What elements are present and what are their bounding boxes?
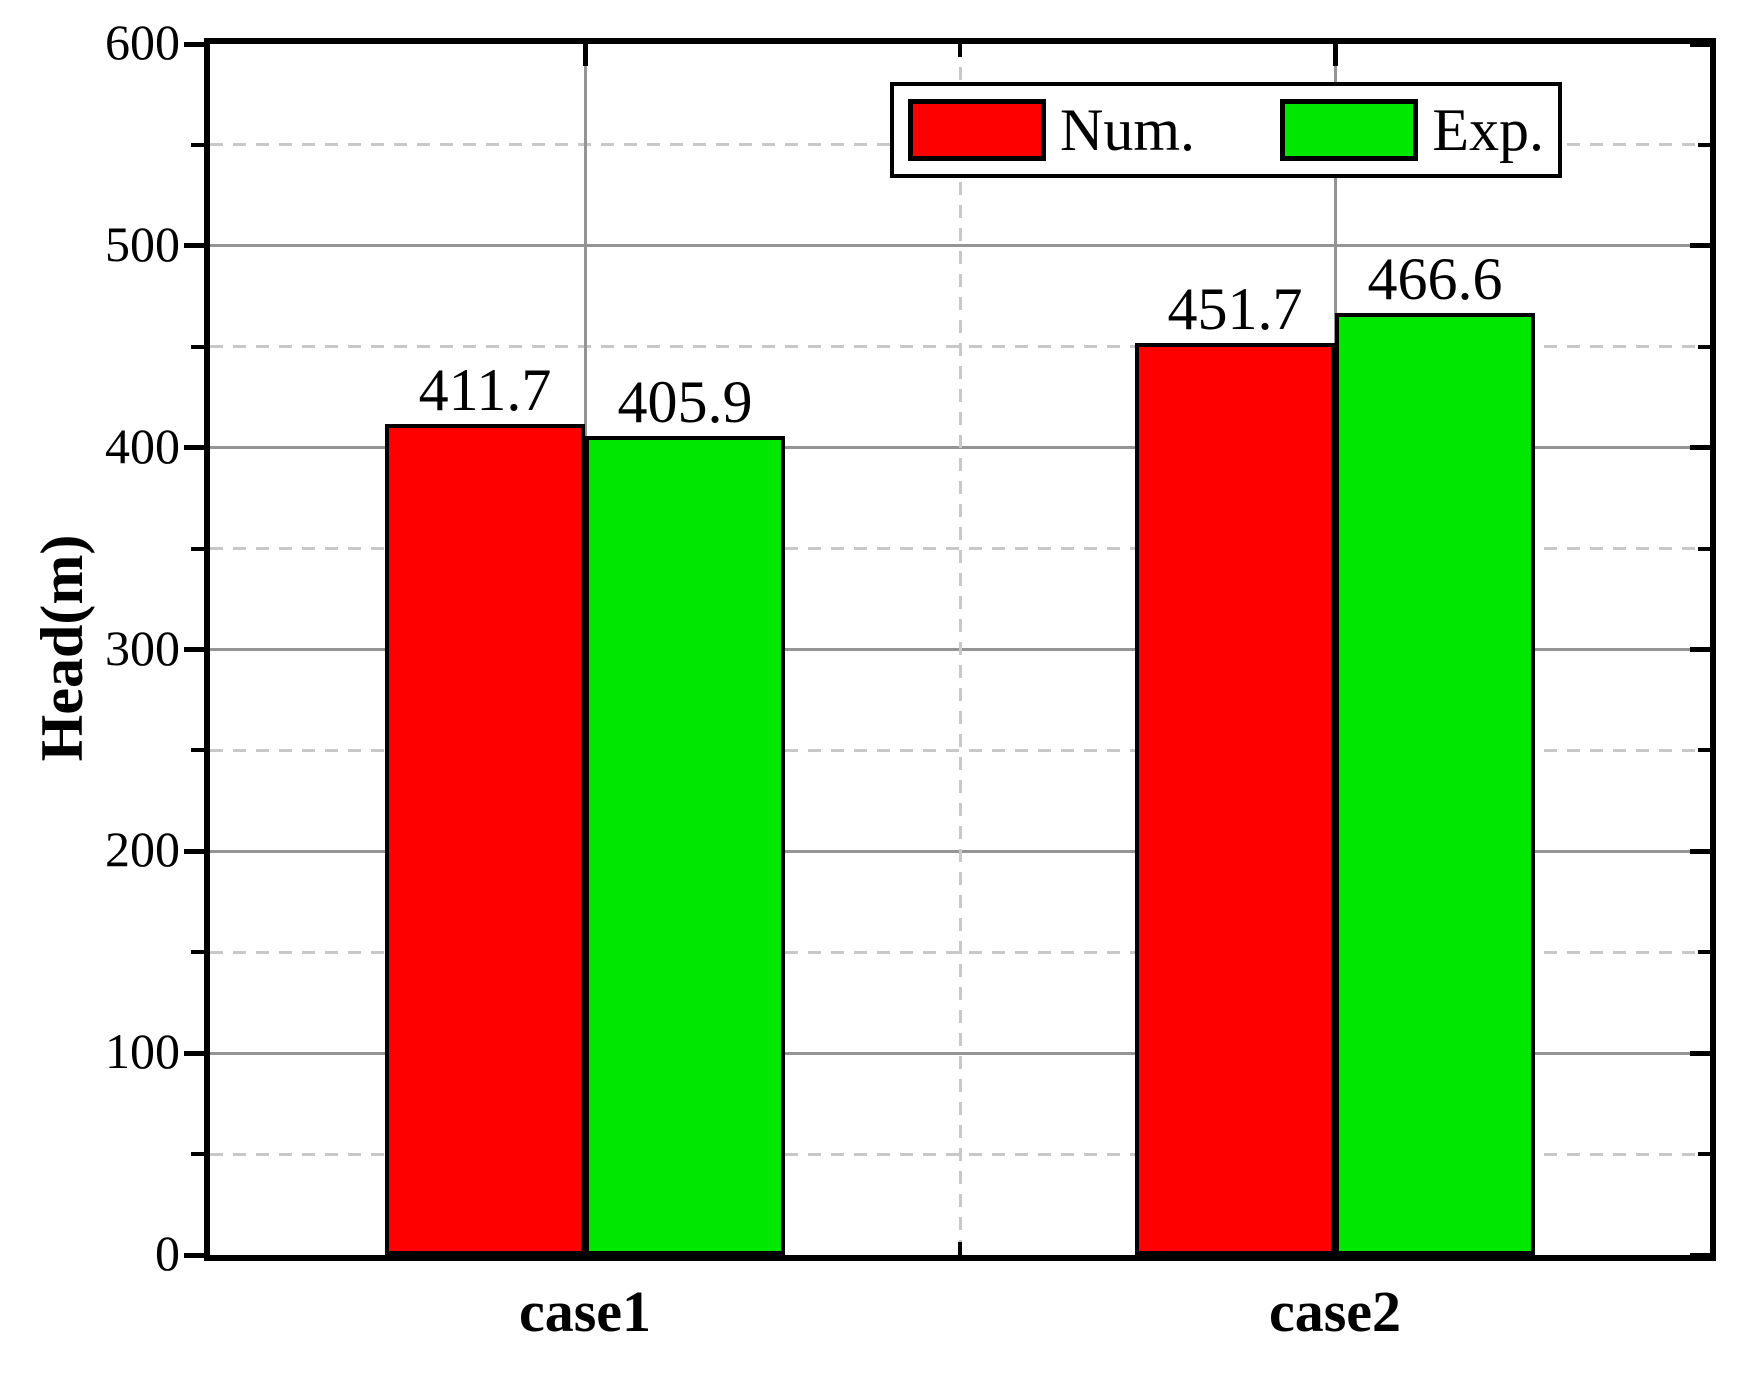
legend-label-exp: Exp. [1432, 97, 1544, 163]
y-minor-tick-left [191, 748, 204, 753]
y-major-tick-right [1690, 1252, 1710, 1258]
plot-area: 411.7 405.9 451.7 466.6 Num. Exp. [184, 38, 1716, 1261]
legend: Num. Exp. [890, 82, 1562, 178]
legend-label-num: Num. [1060, 97, 1195, 163]
x-major-tick-top [582, 44, 588, 66]
y-major-tick-right [1690, 1050, 1710, 1056]
y-minor-tick-right [1698, 950, 1710, 955]
y-major-tick-left [184, 1050, 204, 1056]
y-minor-tick-left [191, 1152, 204, 1157]
y-major-tick-left [184, 848, 204, 854]
legend-item-num: Num. [908, 99, 1195, 161]
y-tick-label: 600 [105, 14, 180, 70]
y-major-tick-right [1690, 848, 1710, 854]
y-major-tick-left [184, 647, 204, 652]
bar-value-label: 405.9 [617, 368, 753, 435]
y-major-tick-right [1690, 445, 1710, 451]
y-minor-tick-left [191, 344, 204, 349]
x-tick-label-case2: case2 [1268, 1279, 1402, 1344]
y-minor-tick-left [191, 546, 204, 551]
x-tick-label-case1: case1 [518, 1279, 652, 1344]
bar-value-label: 451.7 [1167, 276, 1303, 343]
y-minor-tick-right [1698, 142, 1710, 147]
y-minor-tick-right [1698, 344, 1710, 349]
bar-num-case1 [385, 424, 585, 1255]
y-major-tick-left [184, 1252, 204, 1258]
num-series-swatch [908, 99, 1046, 161]
y-tick-label: 200 [105, 821, 180, 878]
exp-series-swatch [1280, 99, 1419, 161]
bar-exp-case1 [585, 435, 785, 1255]
y-major-tick-right [1690, 243, 1710, 249]
x-major-tick-bottom [1332, 1233, 1338, 1255]
y-major-tick-left [184, 445, 204, 451]
y-major-tick-left [184, 41, 204, 47]
bar-num-case2 [1135, 343, 1335, 1255]
y-tick-label: 0 [155, 1225, 180, 1281]
y-minor-tick-right [1698, 748, 1710, 753]
y-major-tick-left [184, 243, 204, 249]
y-minor-tick-left [191, 142, 204, 147]
y-tick-label: 100 [105, 1023, 180, 1080]
midpoint-dashed-gridline [958, 44, 962, 1255]
y-minor-tick-left [191, 950, 204, 955]
y-tick-label: 300 [105, 619, 180, 676]
x-major-tick-top [1332, 44, 1338, 66]
y-minor-tick-right [1698, 546, 1710, 551]
y-minor-tick-right [1698, 1152, 1710, 1157]
y-tick-label: 500 [105, 215, 180, 272]
legend-item-exp: Exp. [1280, 99, 1544, 161]
bar-value-label: 411.7 [418, 357, 552, 424]
x-minor-tick-top [958, 44, 962, 57]
bar-value-label: 466.6 [1367, 246, 1503, 313]
y-major-tick-right [1690, 41, 1710, 47]
x-major-tick-bottom [582, 1233, 588, 1255]
y-tick-label: 400 [105, 417, 180, 474]
x-minor-tick-bottom [958, 1242, 962, 1255]
bar-exp-case2 [1335, 313, 1535, 1255]
y-major-tick-right [1690, 647, 1710, 652]
